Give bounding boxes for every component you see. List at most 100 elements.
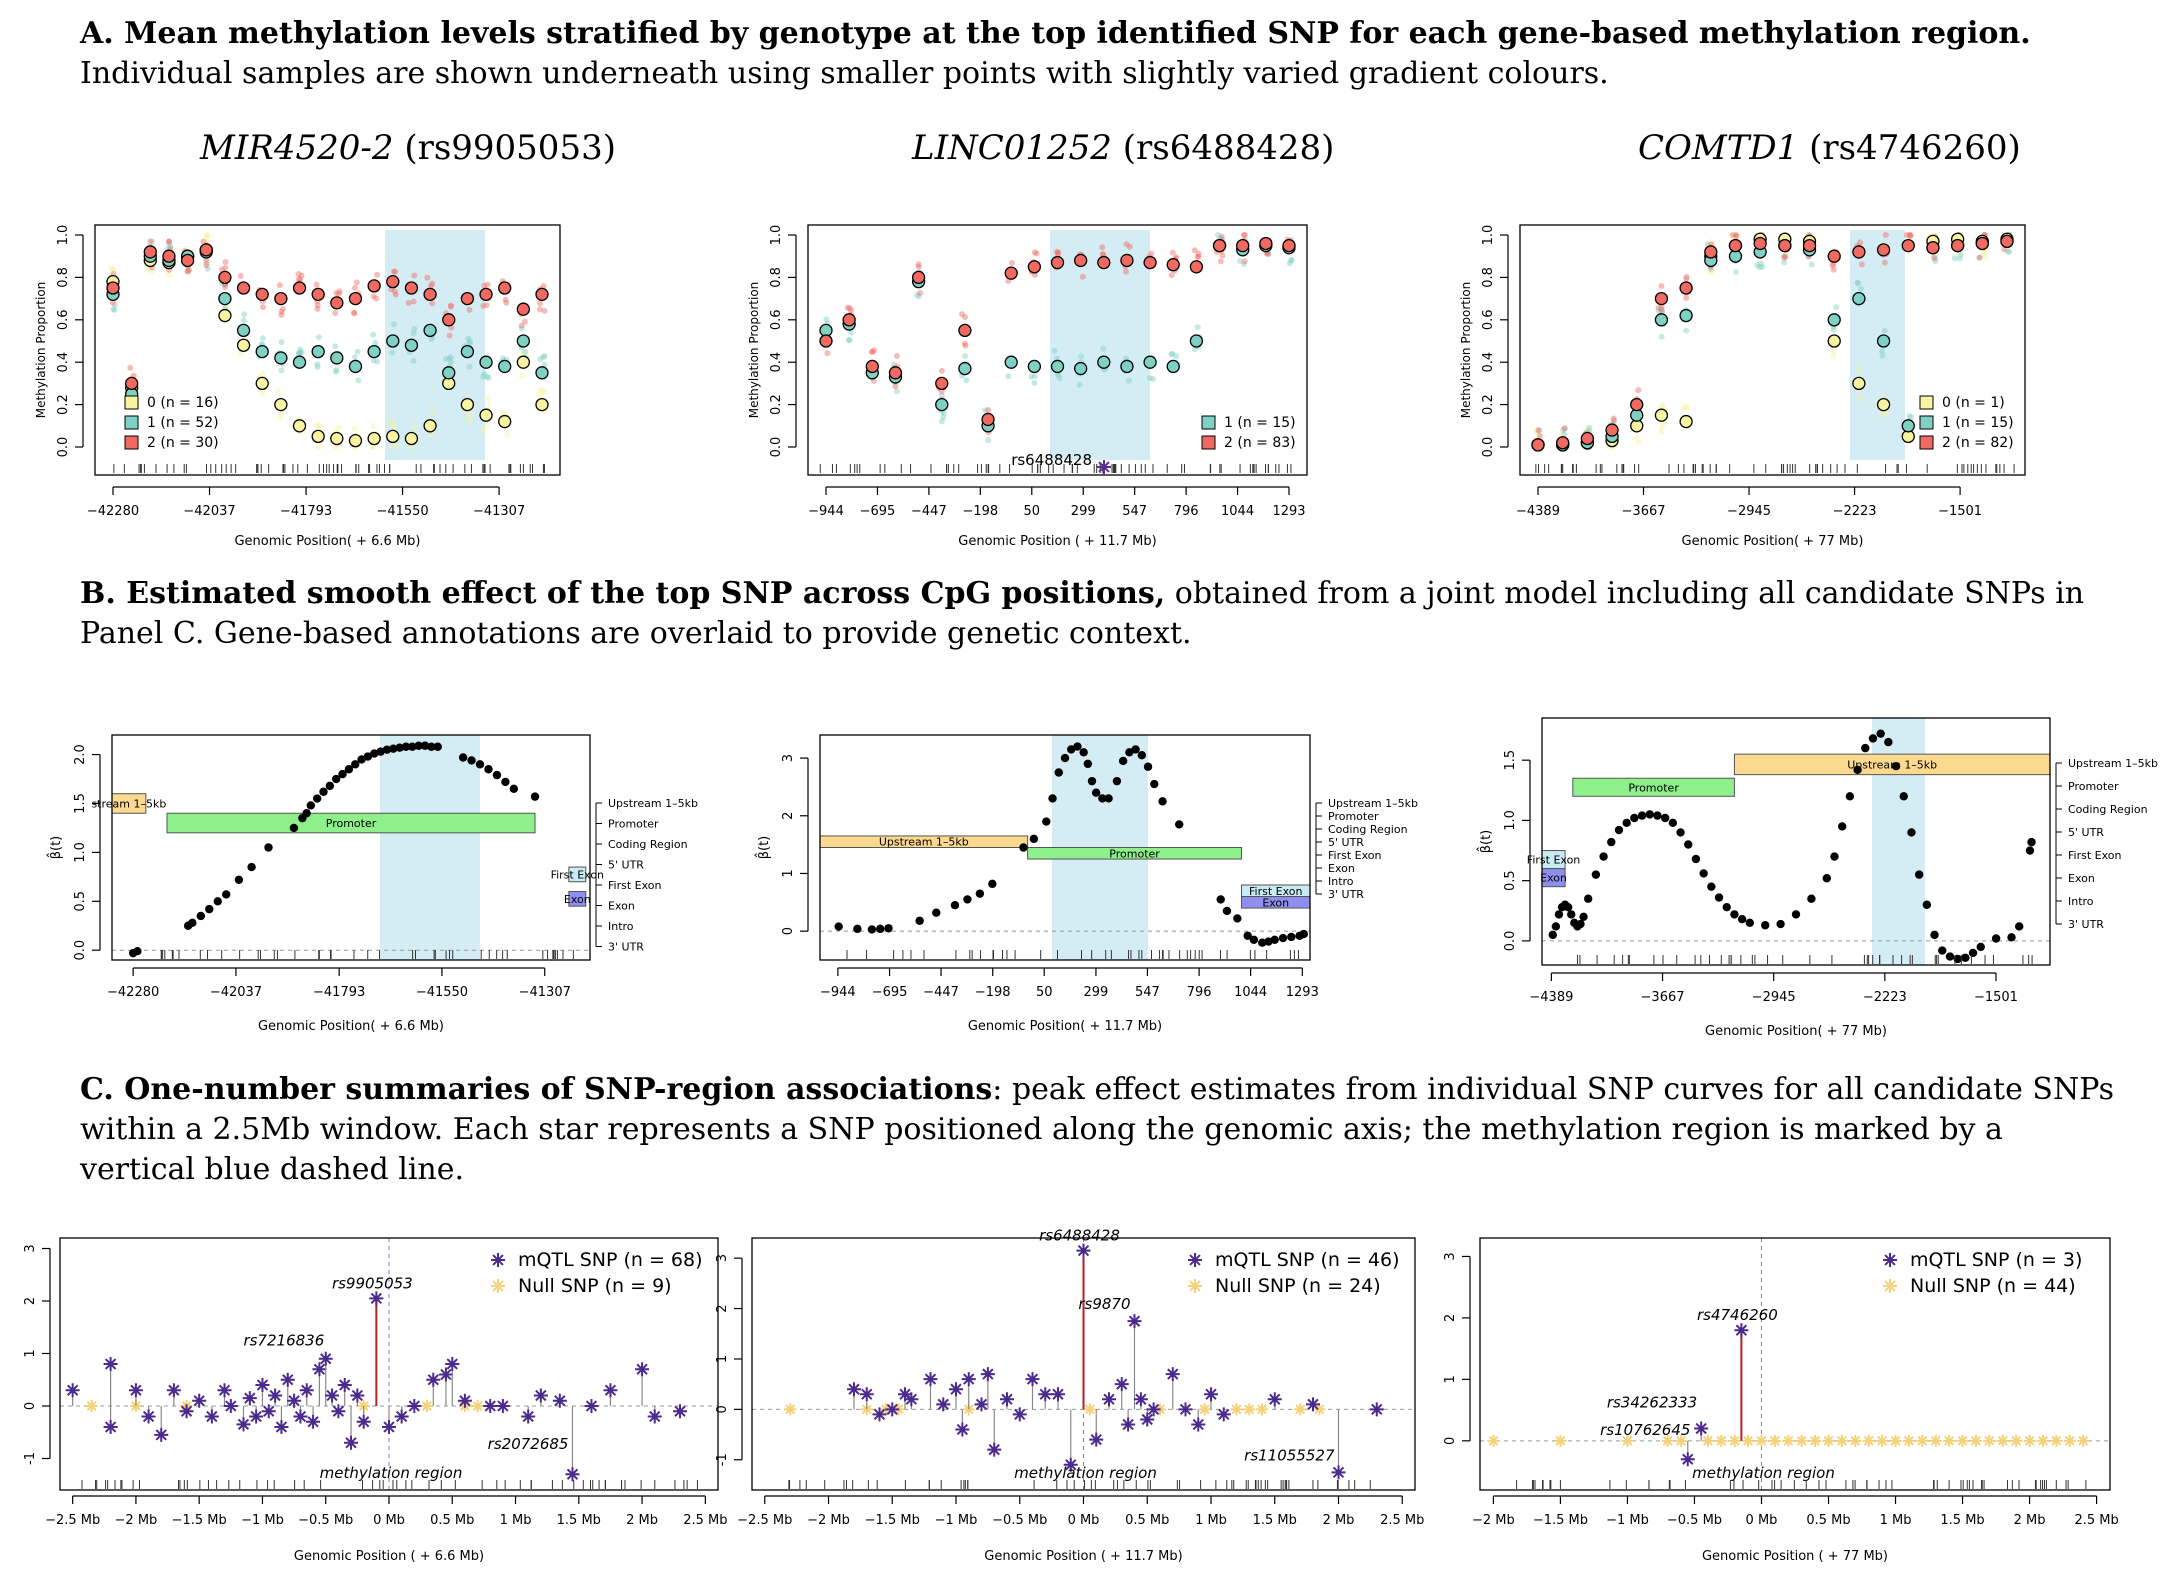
sample-point — [222, 258, 229, 265]
sample-point — [518, 325, 525, 332]
mean-point-genotype-2 — [1556, 436, 1570, 450]
x-tick-label: −447 — [911, 504, 947, 519]
sample-point — [485, 395, 492, 402]
x-tick-label: −0.5 Mb — [1667, 1513, 1722, 1528]
effect-point — [1707, 882, 1716, 891]
sample-point — [447, 303, 454, 310]
sample-point — [127, 364, 134, 371]
x-tick-label: 1.5 Mb — [1253, 1513, 1297, 1528]
sample-point — [1707, 269, 1714, 276]
sample-point — [1683, 294, 1690, 301]
y-tick-label: 0.6 — [1481, 309, 1496, 330]
sample-point — [1683, 403, 1690, 410]
sample-point — [465, 335, 472, 342]
effect-point — [1029, 834, 1039, 844]
sample-point — [2004, 248, 2011, 255]
panel-a-caption-text: Individual samples are shown underneath … — [80, 56, 1609, 91]
sample-point — [1879, 348, 1886, 355]
mean-point-genotype-0 — [423, 419, 437, 433]
sample-point — [1031, 379, 1038, 386]
effect-point — [1761, 921, 1770, 930]
y-tick-label: 0.4 — [56, 352, 71, 373]
effect-point — [376, 747, 385, 756]
sample-point — [1286, 260, 1293, 267]
mean-point-genotype-1 — [1876, 334, 1891, 348]
sample-point — [1148, 250, 1155, 257]
sample-point — [938, 367, 945, 374]
sample-point — [963, 377, 970, 384]
x-tick-label: 1044 — [1221, 504, 1254, 519]
mean-point-genotype-0 — [348, 433, 363, 448]
mqtl-snp-star — [457, 1393, 472, 1408]
mqtl-snp-star — [936, 1397, 951, 1412]
x-tick-label: −42280 — [87, 504, 139, 519]
sample-point — [410, 298, 417, 305]
mean-point-genotype-1 — [236, 323, 251, 338]
y-axis-label: Methylation Proportion — [34, 282, 48, 419]
sample-point — [869, 348, 876, 355]
effect-point — [351, 760, 360, 769]
y-tick-label: 1.0 — [73, 842, 88, 863]
effect-point — [988, 879, 997, 889]
annotation-promoter — [1027, 847, 1242, 860]
y-tick-label: 0.5 — [1503, 870, 1518, 891]
annotation-axis-label: 5' UTR — [608, 859, 644, 872]
methylation-region-shade — [1050, 230, 1150, 460]
sample-point — [1241, 232, 1248, 238]
mean-point-genotype-1 — [1027, 359, 1041, 374]
sample-point — [203, 262, 210, 269]
sample-point — [241, 311, 248, 318]
mean-point-genotype-2 — [460, 291, 475, 306]
effect-point — [213, 897, 222, 906]
x-axis-label: Genomic Position( + 11.7 Mb) — [968, 1019, 1162, 1034]
sample-point — [259, 389, 266, 396]
annotation-axis-label: Upstream 1–5kb — [2068, 757, 2158, 770]
null-snp-star — [1661, 1434, 1674, 1447]
sample-point — [353, 279, 360, 286]
sample-point — [1854, 279, 1861, 286]
sample-point — [485, 374, 492, 381]
sample-point — [446, 355, 453, 362]
sample-point — [845, 337, 852, 344]
sample-point — [1055, 249, 1062, 256]
snp-id: (rs4746260) — [1809, 128, 2021, 168]
null-snp-star — [1943, 1434, 1956, 1447]
x-tick-label: 0.5 Mb — [1125, 1513, 1169, 1528]
sample-point — [424, 274, 431, 281]
mean-point-genotype-2 — [935, 376, 949, 391]
mean-point-genotype-2 — [274, 291, 288, 306]
sample-point — [336, 288, 343, 295]
sample-point — [222, 264, 229, 271]
sample-point — [315, 334, 322, 341]
null-snp-star — [1916, 1434, 1929, 1447]
mqtl-snp-star — [249, 1409, 264, 1424]
sample-point — [480, 427, 487, 434]
effect-point — [884, 924, 893, 933]
effect-point — [1060, 753, 1070, 763]
sample-point — [1881, 259, 1888, 266]
annotation-axis-label: Exon — [1328, 862, 1355, 875]
y-tick-label: 0.2 — [769, 394, 784, 415]
sample-point — [1830, 266, 1837, 273]
sample-point — [1757, 260, 1764, 267]
mean-point-genotype-0 — [479, 408, 493, 422]
annotation-axis-label: Intro — [608, 920, 634, 933]
sample-point — [1053, 248, 1060, 255]
mqtl-snp-star — [1063, 1457, 1078, 1472]
sample-point — [480, 373, 487, 380]
annotation-label: First Exon — [1527, 854, 1580, 867]
legend-mqtl-star — [1883, 1253, 1897, 1267]
mean-point-genotype-0 — [1654, 408, 1669, 422]
annotation-first_exon — [568, 866, 587, 883]
null-snp-star — [1956, 1434, 1969, 1447]
x-tick-label: −944 — [820, 985, 856, 1000]
effect-point — [475, 760, 485, 769]
mqtl-snp-star — [382, 1420, 396, 1434]
mqtl-snp-star — [1089, 1432, 1104, 1447]
sample-point — [165, 238, 172, 245]
x-axis-label: Genomic Position( + 6.6 Mb) — [258, 1019, 444, 1034]
x-tick-label: −1 Mb — [1606, 1513, 1649, 1528]
effect-point — [408, 742, 417, 751]
effect-point — [306, 801, 316, 810]
sample-point — [1833, 304, 1840, 311]
